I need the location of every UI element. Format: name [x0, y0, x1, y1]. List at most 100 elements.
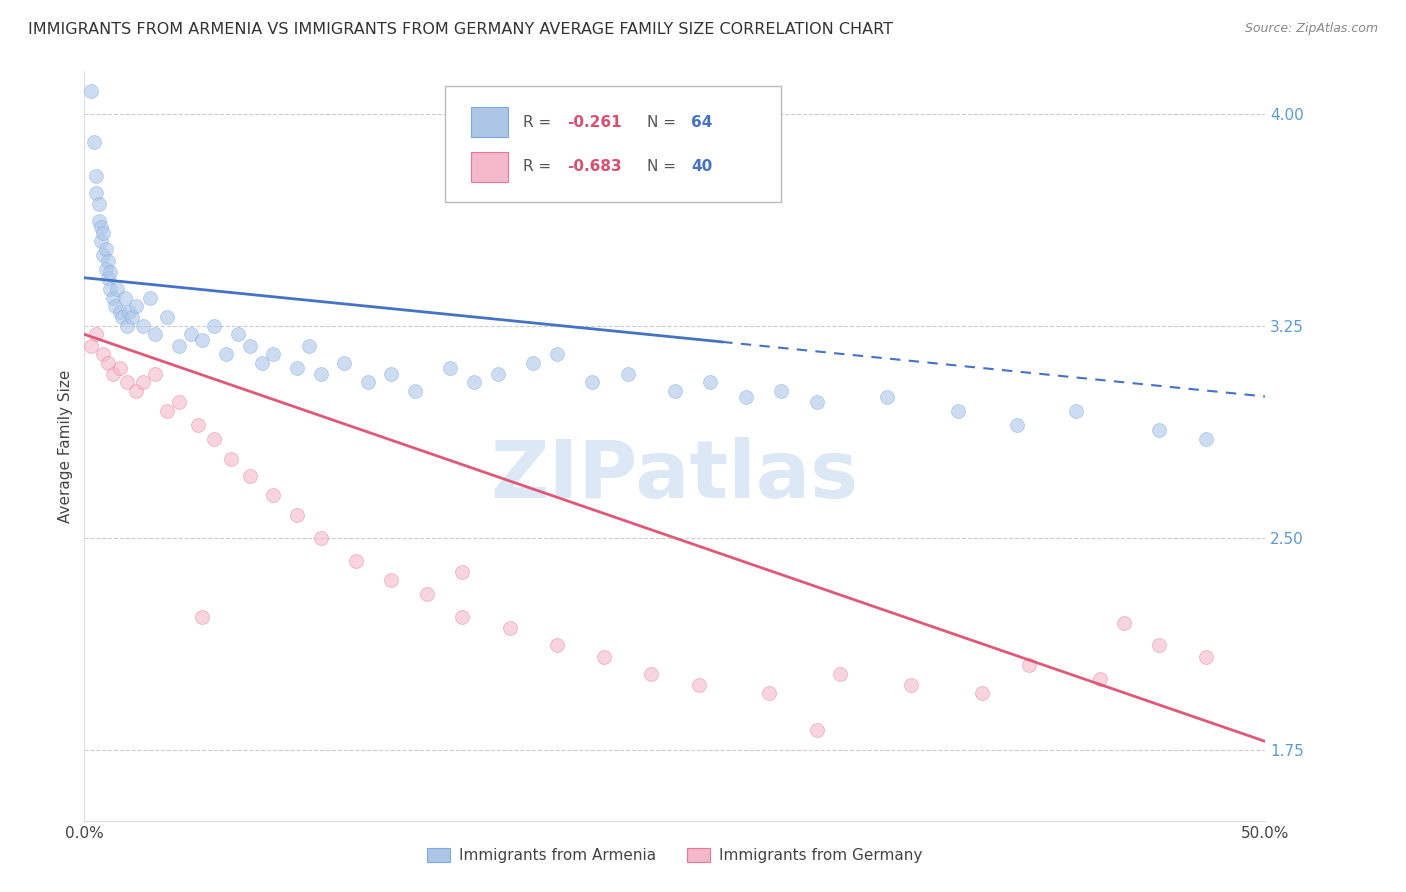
- Point: [84, 186, 107, 200]
- FancyBboxPatch shape: [471, 107, 509, 137]
- Point: [970, 686, 993, 700]
- Point: [593, 649, 616, 664]
- Point: [215, 347, 238, 361]
- Point: [121, 310, 143, 325]
- Text: 64: 64: [692, 115, 713, 129]
- Point: [143, 327, 166, 342]
- Point: [416, 587, 439, 601]
- Text: Source: ZipAtlas.com: Source: ZipAtlas.com: [1244, 22, 1378, 36]
- Point: [664, 384, 686, 398]
- Point: [219, 451, 242, 466]
- Point: [114, 291, 136, 305]
- Point: [699, 376, 721, 390]
- Text: N =: N =: [647, 159, 681, 174]
- Point: [94, 262, 117, 277]
- Point: [1147, 424, 1170, 438]
- Point: [1195, 432, 1218, 446]
- Point: [616, 367, 638, 381]
- Point: [463, 376, 485, 390]
- Point: [357, 376, 380, 390]
- Point: [404, 384, 426, 398]
- Point: [84, 327, 107, 342]
- Point: [806, 395, 828, 409]
- Text: -0.683: -0.683: [568, 159, 621, 174]
- Point: [262, 488, 284, 502]
- Point: [90, 234, 112, 248]
- Point: [180, 327, 202, 342]
- Point: [1088, 673, 1111, 687]
- Point: [309, 367, 332, 381]
- Point: [107, 282, 129, 296]
- Point: [108, 304, 131, 318]
- Point: [118, 304, 141, 318]
- Point: [202, 318, 225, 333]
- Point: [806, 723, 828, 738]
- Point: [98, 282, 121, 296]
- Point: [91, 226, 114, 240]
- Point: [101, 291, 124, 305]
- Point: [262, 347, 284, 361]
- Point: [226, 327, 249, 342]
- Text: -0.261: -0.261: [568, 115, 621, 129]
- Point: [439, 361, 461, 376]
- Point: [451, 565, 474, 579]
- Point: [115, 318, 138, 333]
- Text: IMMIGRANTS FROM ARMENIA VS IMMIGRANTS FROM GERMANY AVERAGE FAMILY SIZE CORRELATI: IMMIGRANTS FROM ARMENIA VS IMMIGRANTS FR…: [28, 22, 893, 37]
- Point: [87, 214, 110, 228]
- FancyBboxPatch shape: [471, 152, 509, 182]
- Point: [734, 390, 756, 404]
- Point: [285, 508, 308, 523]
- Point: [132, 318, 155, 333]
- Point: [285, 361, 308, 376]
- Text: R =: R =: [523, 159, 555, 174]
- Point: [239, 468, 262, 483]
- Point: [309, 531, 332, 545]
- Point: [84, 169, 107, 183]
- Point: [104, 299, 127, 313]
- Point: [156, 310, 179, 325]
- Point: [380, 367, 402, 381]
- Point: [522, 355, 544, 369]
- Point: [97, 270, 120, 285]
- Point: [191, 333, 214, 347]
- Point: [98, 265, 121, 279]
- Point: [125, 299, 148, 313]
- Point: [108, 361, 131, 376]
- Point: [298, 338, 321, 352]
- Point: [876, 390, 898, 404]
- Point: [1112, 615, 1135, 630]
- Point: [91, 347, 114, 361]
- Point: [640, 666, 662, 681]
- Point: [90, 219, 112, 234]
- Y-axis label: Average Family Size: Average Family Size: [58, 369, 73, 523]
- Point: [948, 403, 970, 417]
- Point: [344, 553, 367, 567]
- Point: [581, 376, 603, 390]
- Point: [115, 376, 138, 390]
- Point: [498, 621, 520, 635]
- Point: [143, 367, 166, 381]
- Text: R =: R =: [523, 115, 555, 129]
- Point: [202, 432, 225, 446]
- Point: [830, 666, 852, 681]
- Point: [97, 253, 120, 268]
- Point: [688, 678, 710, 692]
- Point: [132, 376, 155, 390]
- Point: [1007, 417, 1029, 432]
- Point: [167, 395, 190, 409]
- Point: [139, 291, 162, 305]
- Point: [1195, 649, 1218, 664]
- Point: [97, 355, 120, 369]
- Point: [1066, 403, 1088, 417]
- Point: [1018, 658, 1040, 673]
- Legend: Immigrants from Armenia, Immigrants from Germany: Immigrants from Armenia, Immigrants from…: [422, 841, 928, 869]
- Point: [546, 638, 568, 652]
- Point: [87, 197, 110, 211]
- Point: [239, 338, 262, 352]
- Text: N =: N =: [647, 115, 681, 129]
- Point: [546, 347, 568, 361]
- Point: [101, 367, 124, 381]
- Point: [83, 135, 105, 149]
- Point: [451, 610, 474, 624]
- Point: [94, 243, 117, 257]
